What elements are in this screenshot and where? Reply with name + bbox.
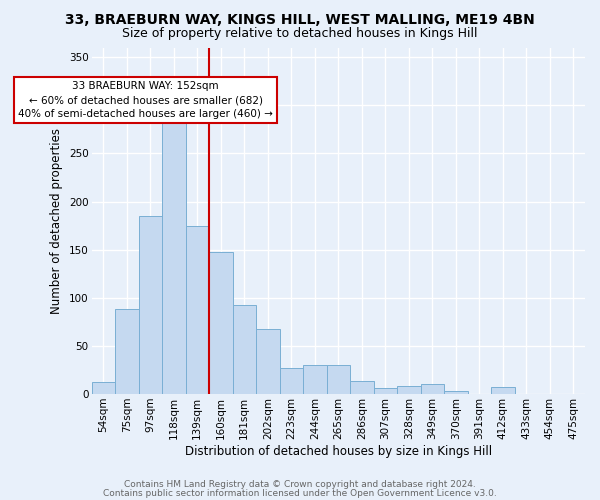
Bar [280, 368, 303, 394]
Bar [421, 384, 444, 394]
Bar [92, 382, 115, 394]
Text: Contains HM Land Registry data © Crown copyright and database right 2024.: Contains HM Land Registry data © Crown c… [124, 480, 476, 489]
Bar [303, 365, 326, 394]
Bar [256, 328, 280, 394]
Bar [491, 388, 515, 394]
Bar [326, 365, 350, 394]
Bar [397, 386, 421, 394]
Bar [185, 226, 209, 394]
Bar [374, 388, 397, 394]
Bar [444, 391, 467, 394]
Text: Size of property relative to detached houses in Kings Hill: Size of property relative to detached ho… [122, 28, 478, 40]
Bar [139, 216, 162, 394]
Text: 33 BRAEBURN WAY: 152sqm
← 60% of detached houses are smaller (682)
40% of semi-d: 33 BRAEBURN WAY: 152sqm ← 60% of detache… [18, 81, 273, 119]
Bar [233, 306, 256, 394]
Text: Contains public sector information licensed under the Open Government Licence v3: Contains public sector information licen… [103, 488, 497, 498]
Bar [350, 380, 374, 394]
Bar [162, 115, 185, 394]
Text: 33, BRAEBURN WAY, KINGS HILL, WEST MALLING, ME19 4BN: 33, BRAEBURN WAY, KINGS HILL, WEST MALLI… [65, 12, 535, 26]
X-axis label: Distribution of detached houses by size in Kings Hill: Distribution of detached houses by size … [185, 444, 492, 458]
Bar [115, 310, 139, 394]
Y-axis label: Number of detached properties: Number of detached properties [50, 128, 64, 314]
Bar [209, 252, 233, 394]
